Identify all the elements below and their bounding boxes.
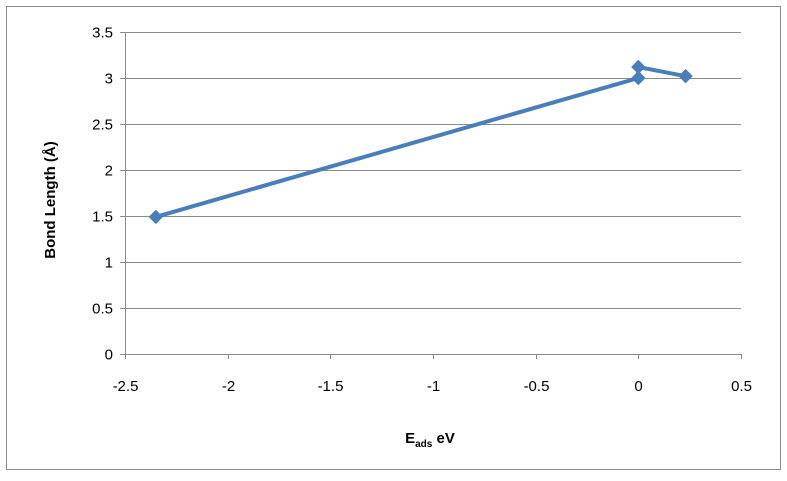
chart-frame: 0 0.5 1 1.5 2 2.5 3 3.5 -2.5 -2 -1.5 -1 -0.5 0 0.5 Ea… (6, 6, 781, 470)
x-tick-labels: -2.5 -2 -1.5 -1 -0.5 0 0.5 (113, 378, 752, 395)
y-tick-label-3: 1.5 (92, 209, 113, 226)
y-tick-label-4: 2 (105, 163, 113, 180)
x-tick-label-0: -2.5 (113, 378, 139, 395)
series-0-point-1 (631, 70, 646, 86)
x-axis-title-subscript: ads (415, 439, 433, 450)
series-0-line (153, 65, 688, 219)
x-tick-label-4: -0.5 (524, 378, 550, 395)
series-0-point-0 (148, 209, 164, 225)
x-tick-label-6: 0.5 (731, 378, 752, 395)
x-axis-title-suffix: eV (432, 430, 455, 447)
y-tick-label-0: 0 (105, 347, 113, 364)
y-axis-title: Bond Length (Å) (42, 141, 59, 258)
y-tick-label-7: 3.5 (92, 25, 113, 42)
series-0-point-2 (631, 59, 646, 75)
series-0-point-3 (678, 68, 693, 84)
axes (125, 32, 742, 359)
x-axis-title: Eads eV (405, 430, 455, 450)
x-tick-label-5: 0 (634, 378, 642, 395)
x-tick-label-2: -1.5 (318, 378, 344, 395)
y-tick-label-1: 0.5 (92, 301, 113, 318)
y-tick-label-2: 1 (105, 255, 113, 272)
x-tick-label-3: -1 (427, 378, 440, 395)
gridlines (120, 32, 741, 355)
data-series (148, 59, 693, 225)
y-tick-label-5: 2.5 (92, 117, 113, 134)
y-tick-label-6: 3 (105, 71, 113, 88)
x-tick-label-1: -2 (222, 378, 235, 395)
y-tick-labels: 0 0.5 1 1.5 2 2.5 3 3.5 (92, 25, 113, 364)
x-axis-title-main: E (405, 430, 415, 447)
scatter-chart: 0 0.5 1 1.5 2 2.5 3 3.5 -2.5 -2 -1.5 -1 -0.5 0 0.5 Ea… (42, 25, 752, 451)
